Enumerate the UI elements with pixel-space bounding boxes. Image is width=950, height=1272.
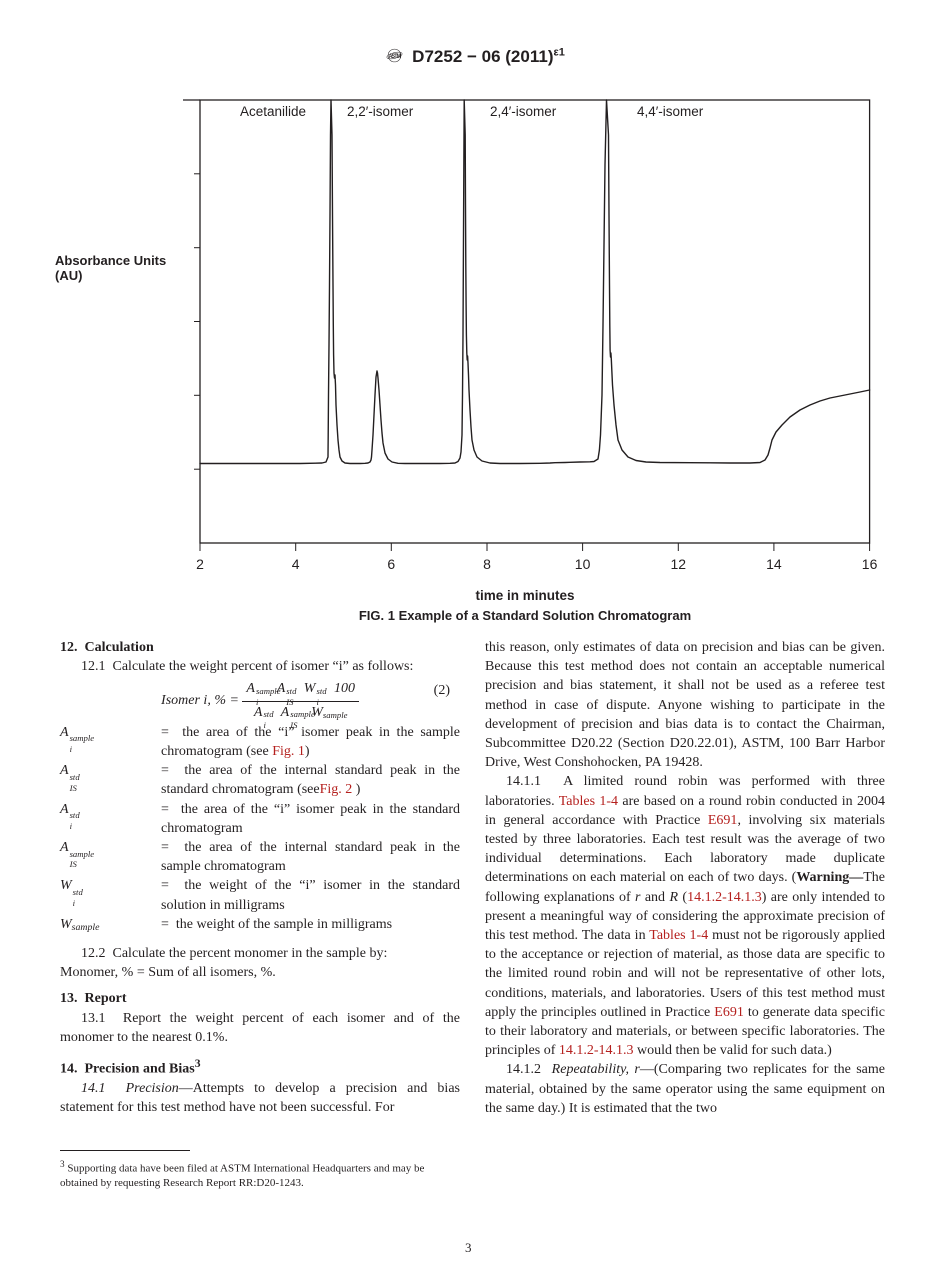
svg-text:2: 2: [196, 556, 204, 572]
svg-text:2,2′-isomer: 2,2′-isomer: [347, 104, 414, 119]
svg-text:16: 16: [862, 556, 878, 572]
svg-text:14: 14: [766, 556, 782, 572]
svg-text:4: 4: [292, 556, 300, 572]
svg-text:6: 6: [387, 556, 395, 572]
svg-text:2,4′-isomer: 2,4′-isomer: [490, 104, 557, 119]
svg-text:Acetanilide: Acetanilide: [240, 104, 306, 119]
svg-text:10: 10: [575, 556, 591, 572]
svg-text:8: 8: [483, 556, 491, 572]
svg-text:4,4′-isomer: 4,4′-isomer: [637, 104, 704, 119]
svg-text:12: 12: [671, 556, 687, 572]
